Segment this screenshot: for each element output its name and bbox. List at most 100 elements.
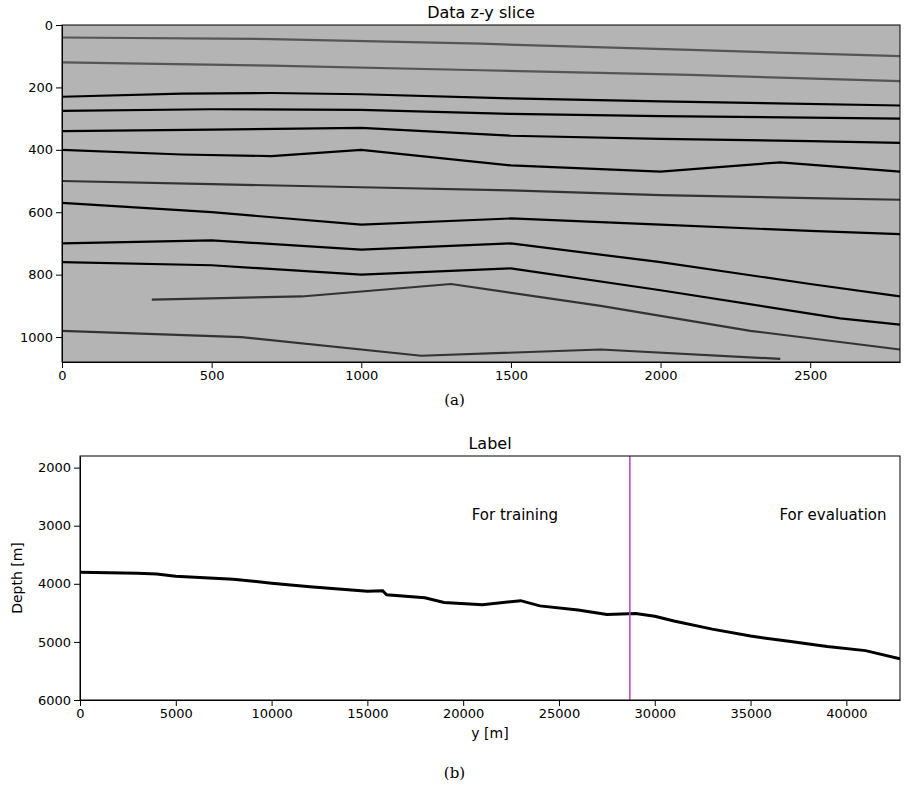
tick-mark xyxy=(74,700,80,701)
tick-mark xyxy=(511,362,512,368)
image-background xyxy=(62,25,900,362)
label-line xyxy=(80,572,900,659)
tick-label: 0 xyxy=(76,706,84,721)
frame xyxy=(80,456,900,700)
panel-caption: (a) xyxy=(444,391,465,409)
tick-label: 0 xyxy=(58,368,66,383)
tick: 0 xyxy=(58,362,66,383)
frame xyxy=(62,25,900,362)
tick: 25000 xyxy=(539,700,580,721)
tick-mark xyxy=(74,468,80,469)
tick-mark xyxy=(846,700,847,706)
axis-line xyxy=(80,457,81,701)
x-axis-title: y [m] xyxy=(471,725,508,741)
tick-mark xyxy=(176,700,177,706)
tick-mark xyxy=(74,642,80,643)
x-axis: 0 5000 10000 15000 20000 25000 30000 35000 40000 xyxy=(76,700,900,721)
tick: 35000 xyxy=(730,700,771,721)
tick-mark xyxy=(810,362,811,368)
tick-label: 25000 xyxy=(539,706,580,721)
tick-label: 1500 xyxy=(495,368,528,383)
tick: 200 xyxy=(28,80,62,95)
annotation: For evaluation xyxy=(779,506,886,524)
tick: 2000 xyxy=(38,460,80,475)
tick-mark xyxy=(56,212,62,213)
tick-label: 800 xyxy=(28,267,53,282)
reflector xyxy=(62,150,900,172)
tick: 0 xyxy=(45,18,62,33)
y-axis: 2000 3000 4000 5000 6000 xyxy=(38,457,81,708)
tick-mark xyxy=(74,584,80,585)
tick-label: 1000 xyxy=(20,330,53,345)
reflector xyxy=(62,262,900,324)
tick-label: 20000 xyxy=(443,706,484,721)
tick-mark xyxy=(661,362,662,368)
tick-label: 2000 xyxy=(645,368,678,383)
tick: 6000 xyxy=(38,693,80,708)
reflector xyxy=(62,93,900,105)
figure: 0500100015002000250002004006008001000Dat… xyxy=(0,0,909,796)
tick-mark xyxy=(56,275,62,276)
tick-label: 2500 xyxy=(794,368,827,383)
tick-label: 200 xyxy=(28,80,53,95)
tick-label: 15000 xyxy=(347,706,388,721)
tick-mark xyxy=(56,87,62,88)
tick-mark xyxy=(272,700,273,706)
tick: 1000 xyxy=(345,362,378,383)
tick-mark xyxy=(56,150,62,151)
chart-title: Label xyxy=(468,434,511,453)
tick-label: 500 xyxy=(200,368,225,383)
reflector xyxy=(62,181,900,200)
tick-mark xyxy=(56,25,62,26)
tick-label: 5000 xyxy=(38,635,71,650)
chart-title: Data z-y slice xyxy=(427,3,535,22)
panel: 0500010000150002000025000300003500040000… xyxy=(9,434,901,741)
reflector xyxy=(62,109,900,118)
tick: 15000 xyxy=(347,700,388,721)
panel-caption: (b) xyxy=(444,764,465,782)
axis-line xyxy=(62,26,63,363)
tick-mark xyxy=(655,700,656,706)
tick: 30000 xyxy=(635,700,676,721)
tick-label: 4000 xyxy=(38,576,71,591)
tick-label: 600 xyxy=(28,205,53,220)
tick-label: 2000 xyxy=(38,460,71,475)
tick-mark xyxy=(212,362,213,368)
tick-label: 40000 xyxy=(826,706,867,721)
tick-label: 400 xyxy=(28,142,53,157)
tick-mark xyxy=(361,362,362,368)
tick-label: 0 xyxy=(45,18,53,33)
tick-mark xyxy=(559,700,560,706)
tick-mark xyxy=(56,337,62,338)
reflector xyxy=(62,128,900,143)
y-axis: 0 200 400 600 800 1000 xyxy=(20,18,63,363)
axis-line xyxy=(81,700,901,701)
tick-mark xyxy=(463,700,464,706)
tick: 10000 xyxy=(251,700,292,721)
plot-area xyxy=(80,456,900,700)
panel: 0 500 1000 1500 2000 2500 0 200 400 600 800 1000 Dat… xyxy=(20,3,901,383)
tick: 20000 xyxy=(443,700,484,721)
reflector xyxy=(62,331,780,359)
tick-mark xyxy=(62,362,63,368)
tick: 400 xyxy=(28,142,62,157)
tick: 4000 xyxy=(38,576,80,591)
axis-line xyxy=(63,362,901,363)
tick-label: 1000 xyxy=(345,368,378,383)
tick: 500 xyxy=(200,362,225,383)
tick-mark xyxy=(80,700,81,706)
tick: 5000 xyxy=(38,635,80,650)
tick-label: 30000 xyxy=(635,706,676,721)
reflector xyxy=(62,203,900,234)
tick-label: 3000 xyxy=(38,518,71,533)
tick: 5000 xyxy=(160,700,193,721)
tick-label: 35000 xyxy=(730,706,771,721)
tick: 1000 xyxy=(20,330,62,345)
tick-mark xyxy=(367,700,368,706)
tick-label: 5000 xyxy=(160,706,193,721)
reflector xyxy=(62,37,900,56)
tick: 3000 xyxy=(38,518,80,533)
tick-label: 10000 xyxy=(251,706,292,721)
tick: 40000 xyxy=(826,700,867,721)
tick: 2000 xyxy=(645,362,678,383)
